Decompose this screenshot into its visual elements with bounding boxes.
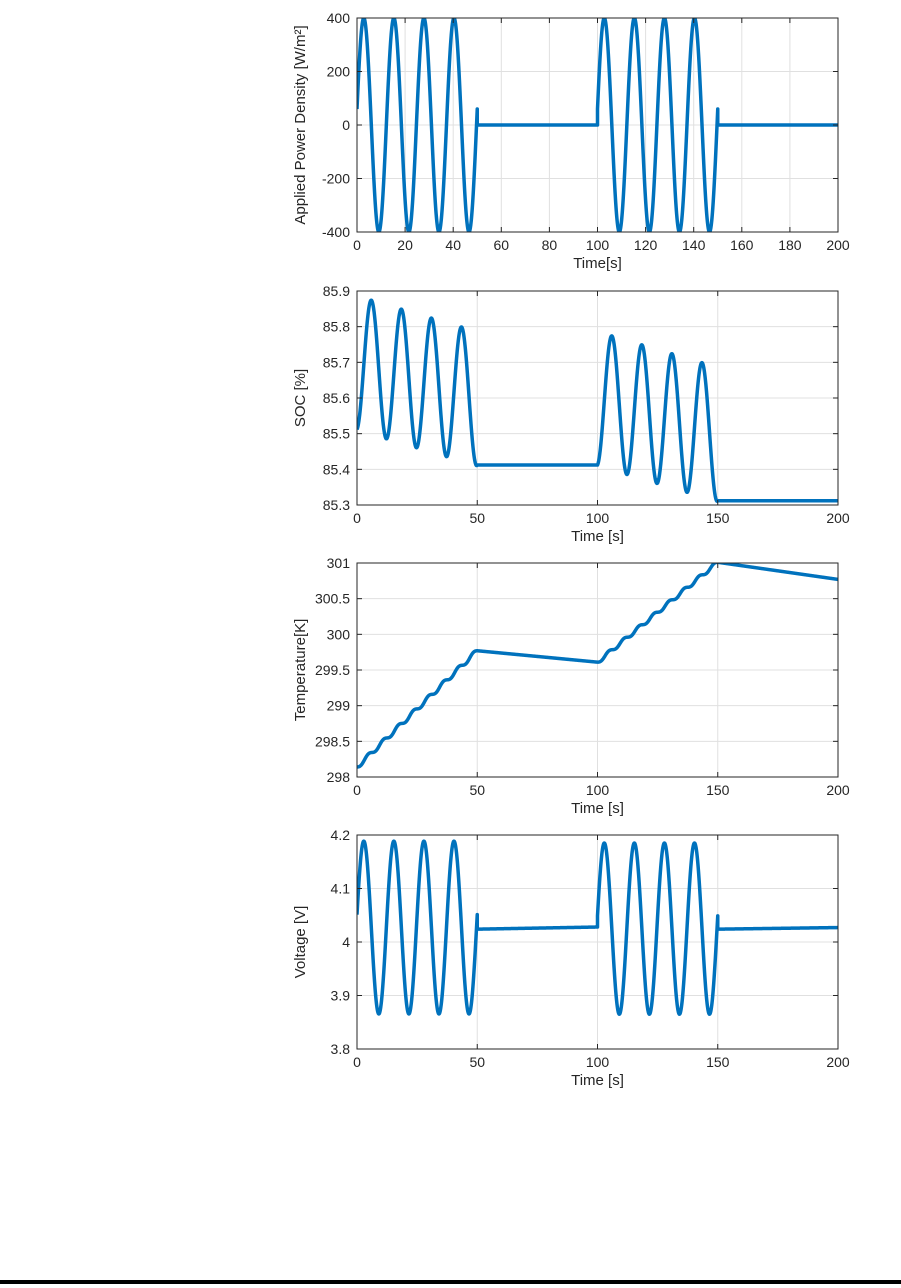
y-tick-label: 4.1 [331,881,351,897]
x-tick-label: 100 [586,237,610,253]
series-line-voltage [357,839,838,1016]
x-tick-label: 150 [706,782,730,798]
y-tick-label: 85.9 [323,283,350,299]
x-axis-label: Time[s] [573,255,622,272]
chart-soc: 0 50 100 150 200 85.3 85.4 85.5 85.6 85.7 85.8 85.9… [292,283,850,545]
y-tick-label: 0 [342,117,350,133]
x-tick-label: 200 [826,1054,850,1070]
x-tick-label: 40 [445,237,461,253]
x-tick-label: 200 [826,510,850,526]
y-tick-label: -200 [322,171,350,187]
y-tick-label: 400 [327,10,351,26]
y-tick-label: 85.5 [323,426,350,442]
x-tick-label: 100 [586,1054,610,1070]
x-tick-label: 200 [826,237,850,253]
x-tick-label: 140 [682,237,706,253]
x-tick-label: 180 [778,237,802,253]
x-tick-label: 200 [826,782,850,798]
y-tick-label: 298.5 [315,733,350,749]
y-axis-label: Voltage [V] [292,906,309,979]
y-tick-label: 85.7 [323,354,350,370]
y-tick-label: 85.4 [323,461,350,477]
y-tick-label: 3.9 [331,988,351,1004]
y-tick-label: 85.3 [323,497,350,513]
x-axis-label: Time [s] [571,528,624,545]
x-tick-label: 160 [730,237,754,253]
x-tick-label: 60 [494,237,510,253]
y-axis-label: Applied Power Density [W/m²] [292,25,309,224]
x-tick-label: 80 [542,237,558,253]
x-tick-label: 150 [706,510,730,526]
x-tick-label: 120 [634,237,658,253]
x-tick-label: 0 [353,510,361,526]
x-tick-label: 100 [586,782,610,798]
y-tick-label: 300 [327,626,351,642]
y-tick-label: 298 [327,769,351,785]
x-tick-label: 50 [469,510,485,526]
x-tick-label: 50 [469,1054,485,1070]
x-tick-label: 150 [706,1054,730,1070]
y-tick-label: 299.5 [315,662,350,678]
x-tick-label: 0 [353,1054,361,1070]
x-tick-label: 100 [586,510,610,526]
x-axis-label: Time [s] [571,800,624,817]
y-tick-label: 300.5 [315,591,350,607]
y-axis-label: Temperature[K] [292,619,309,722]
y-tick-label: 200 [327,64,351,80]
y-tick-label: 4 [342,934,350,950]
chart-applied-power-density: 0 20 40 60 80 100 120 140 160 180 200 -400 -200 0 200 4… [292,10,850,272]
series-line-applied-power-density [357,17,838,233]
x-tick-label: 0 [353,237,361,253]
y-axis-label: SOC [%] [292,369,309,427]
x-tick-label: 0 [353,782,361,798]
y-tick-label: 299 [327,698,351,714]
series-line-soc [357,298,838,503]
x-tick-label: 20 [397,237,413,253]
chart-voltage: 0 50 100 150 200 3.8 3.9 4 4.1 4.2 Time [s] Voltage… [292,827,850,1089]
y-tick-label: -400 [322,224,350,240]
y-tick-label: 4.2 [331,827,351,843]
x-axis-label: Time [s] [571,1072,624,1089]
x-tick-label: 50 [469,782,485,798]
y-tick-label: 85.8 [323,319,350,335]
y-tick-label: 85.6 [323,390,350,406]
window-bottom-border [0,1280,901,1284]
series-line-temperature [357,562,838,769]
chart-temperature: 0 50 100 150 200 298 298.5 299 299.5 300 300.5 301 T… [292,555,850,817]
y-tick-label: 3.8 [331,1041,351,1057]
y-tick-label: 301 [327,555,351,571]
